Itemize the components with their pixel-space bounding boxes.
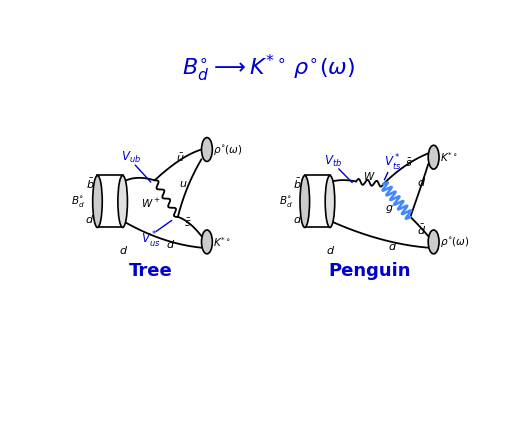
Ellipse shape bbox=[325, 176, 335, 228]
Ellipse shape bbox=[202, 138, 212, 161]
Text: $K^{*\circ}$: $K^{*\circ}$ bbox=[440, 150, 458, 164]
Text: $V_{ts}^*$: $V_{ts}^*$ bbox=[384, 153, 401, 173]
Text: $\bar{b}$: $\bar{b}$ bbox=[85, 177, 94, 191]
Text: $W$: $W$ bbox=[363, 170, 375, 182]
Ellipse shape bbox=[118, 176, 127, 228]
Text: $\bar{s}$: $\bar{s}$ bbox=[184, 216, 191, 229]
Text: $\rho^{\circ}(\omega)$: $\rho^{\circ}(\omega)$ bbox=[440, 235, 470, 249]
Text: $W^+$: $W^+$ bbox=[140, 197, 160, 210]
Text: $B_d^{\circ} \longrightarrow K^{*\circ}\, \rho^{\circ}(\omega)$: $B_d^{\circ} \longrightarrow K^{*\circ}\… bbox=[182, 53, 355, 84]
Text: $d$: $d$ bbox=[418, 176, 427, 188]
Text: $B_d^{\circ}$: $B_d^{\circ}$ bbox=[279, 194, 292, 209]
Text: $d$: $d$ bbox=[166, 238, 174, 250]
Ellipse shape bbox=[202, 230, 212, 254]
Text: $K^{*\circ}$: $K^{*\circ}$ bbox=[213, 235, 231, 249]
Text: Tree: Tree bbox=[129, 262, 172, 280]
Ellipse shape bbox=[428, 230, 439, 254]
Text: $\bar{s}$: $\bar{s}$ bbox=[405, 157, 412, 169]
Text: $d$: $d$ bbox=[85, 213, 94, 225]
Text: $d$: $d$ bbox=[326, 244, 335, 256]
Text: $g$: $g$ bbox=[385, 203, 394, 215]
Ellipse shape bbox=[300, 176, 310, 228]
Bar bbox=[97, 176, 123, 228]
Text: $\bar{u}$: $\bar{u}$ bbox=[176, 152, 184, 164]
Text: $\bar{b}$: $\bar{b}$ bbox=[293, 177, 301, 191]
Ellipse shape bbox=[93, 176, 102, 228]
Ellipse shape bbox=[428, 145, 439, 169]
Text: $u$: $u$ bbox=[179, 179, 188, 189]
Text: $d$: $d$ bbox=[119, 244, 128, 256]
Text: Penguin: Penguin bbox=[329, 262, 411, 280]
Bar bbox=[305, 176, 330, 228]
Text: $B_d^{\circ}$: $B_d^{\circ}$ bbox=[71, 194, 85, 209]
Text: $\rho^{\circ}(\omega)$: $\rho^{\circ}(\omega)$ bbox=[213, 143, 243, 156]
Text: $V_{tb}$: $V_{tb}$ bbox=[324, 153, 342, 169]
Text: $\bar{d}$: $\bar{d}$ bbox=[418, 223, 427, 237]
Text: $V_{us}^*$: $V_{us}^*$ bbox=[141, 230, 160, 250]
Text: $V_{ub}$: $V_{ub}$ bbox=[122, 150, 141, 165]
Text: $d$: $d$ bbox=[293, 213, 302, 225]
Text: $d$: $d$ bbox=[388, 240, 398, 252]
